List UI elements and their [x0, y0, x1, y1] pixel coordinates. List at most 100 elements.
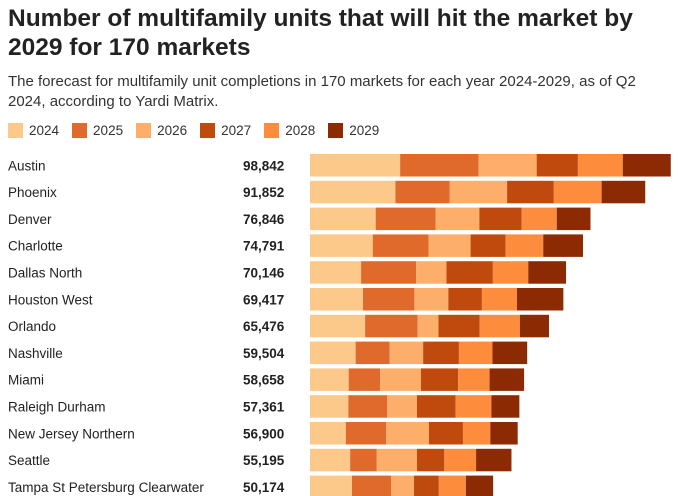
category-label: Tampa St Petersburg Clearwater	[8, 480, 204, 495]
bar-segment-2024	[310, 207, 376, 231]
bar-segment-2028	[553, 180, 602, 204]
category-label: Denver	[8, 212, 52, 227]
legend-swatch-2028	[264, 122, 280, 138]
bar-segment-2024	[310, 288, 363, 311]
bar-segment-2025	[372, 234, 429, 257]
bar-segment-2025	[375, 207, 436, 231]
bar-segment-2025	[361, 261, 417, 284]
bar-segment-2025	[355, 341, 390, 365]
stacked-bar-chart: Austin 98,842 Phoenix 91,852 Denver 76,846 Cha…	[8, 154, 671, 496]
total-label: 56,900	[243, 426, 284, 441]
legend-swatch-2029	[328, 122, 344, 138]
legend: 2024 2025 2026 2027 2028 2029	[8, 121, 392, 139]
bar-row-6: Orlando 65,476	[8, 314, 549, 338]
bar-segment-2025	[362, 288, 415, 311]
legend-label-2025: 2025	[93, 122, 124, 138]
bar-segment-2024	[310, 422, 346, 445]
total-label: 91,852	[243, 185, 284, 200]
bar-segment-2026	[449, 180, 508, 204]
bar-segment-2027	[416, 448, 445, 472]
total-label: 65,476	[243, 319, 285, 334]
bar-segment-2026	[391, 475, 415, 496]
category-label: New Jersey Northern	[8, 426, 135, 441]
bar-segment-2028	[492, 261, 529, 284]
legend-swatch-2025	[72, 122, 88, 138]
bar-segment-2027	[416, 395, 456, 418]
total-label: 59,504	[243, 346, 285, 361]
bar-segment-2028	[479, 314, 520, 338]
legend-item-2024: 2024	[8, 122, 60, 138]
legend-label-2028: 2028	[285, 122, 316, 138]
bar-segment-2029	[528, 261, 567, 284]
bar-segment-2027	[507, 180, 554, 204]
bar-segment-2028	[455, 395, 492, 418]
total-label: 70,146	[243, 265, 285, 280]
category-label: Nashville	[8, 346, 63, 361]
bar-segment-2025	[400, 154, 479, 177]
bar-row-8: Miami 58,658	[8, 368, 525, 391]
bar-segment-2029	[491, 395, 520, 418]
bar-segment-2026	[478, 154, 537, 177]
bar-segment-2024	[310, 314, 366, 338]
bar-segment-2029	[543, 234, 583, 257]
bar-segment-2029	[490, 422, 518, 445]
bar-segment-2029	[516, 288, 564, 311]
bar-segment-2028	[462, 422, 491, 445]
bar-segment-2024	[310, 448, 351, 472]
legend-label-2027: 2027	[221, 122, 252, 138]
total-label: 55,195	[243, 453, 285, 468]
bar-row-10: New Jersey Northern 56,900	[8, 422, 518, 445]
bar-row-9: Raleigh Durham 57,361	[8, 395, 520, 418]
legend-item-2028: 2028	[264, 122, 316, 138]
bar-segment-2024	[310, 234, 373, 257]
bar-segment-2028	[577, 154, 623, 177]
bar-segment-2028	[444, 448, 477, 472]
bar-segment-2024	[310, 341, 356, 365]
total-label: 98,842	[243, 158, 284, 173]
bar-segment-2029	[622, 154, 671, 177]
bar-segment-2026	[386, 422, 429, 445]
bar-segment-2029	[556, 207, 591, 231]
bar-segment-2027	[414, 475, 439, 496]
bar-segment-2026	[416, 261, 447, 284]
bar-segment-2029	[489, 368, 525, 391]
bar-segment-2026	[435, 207, 480, 231]
bar-segment-2026	[376, 448, 417, 472]
legend-item-2027: 2027	[200, 122, 252, 138]
bar-segment-2025	[345, 422, 387, 445]
bar-row-3: Charlotte 74,791	[8, 234, 583, 257]
chart-subtitle: The forecast for multifamily unit comple…	[8, 73, 636, 110]
bar-segment-2027	[536, 154, 578, 177]
total-label: 50,174	[243, 480, 285, 495]
bar-segment-2029	[492, 341, 528, 365]
chart-title: Number of multifamily units that will hi…	[8, 5, 633, 61]
legend-item-2025: 2025	[72, 122, 124, 138]
bar-segment-2027	[446, 261, 493, 284]
total-label: 69,417	[243, 292, 284, 307]
bar-segment-2024	[310, 395, 349, 418]
bar-segment-2028	[438, 475, 466, 496]
bar-segment-2027	[420, 368, 459, 391]
bar-segment-2026	[417, 314, 439, 338]
bar-row-2: Denver 76,846	[8, 207, 591, 231]
bar-row-7: Nashville 59,504	[8, 341, 528, 365]
bar-segment-2024	[310, 180, 396, 204]
bar-row-5: Houston West 69,417	[8, 288, 564, 311]
bar-segment-2025	[351, 475, 392, 496]
bar-segment-2029	[476, 448, 512, 472]
category-label: Orlando	[8, 319, 56, 334]
total-label: 74,791	[243, 239, 285, 254]
legend-label-2024: 2024	[29, 122, 60, 138]
bar-segment-2028	[505, 234, 544, 257]
bar-segment-2026	[380, 368, 421, 391]
total-label: 58,658	[243, 373, 285, 388]
bar-segment-2027	[470, 234, 506, 257]
bar-segment-2024	[310, 475, 352, 496]
category-label: Seattle	[8, 453, 50, 468]
legend-swatch-2026	[136, 122, 152, 138]
legend-label-2029: 2029	[349, 122, 380, 138]
bar-segment-2027	[448, 288, 482, 311]
bar-segment-2027	[479, 207, 522, 231]
bar-row-11: Seattle 55,195	[8, 448, 512, 472]
category-label: Austin	[8, 158, 46, 173]
